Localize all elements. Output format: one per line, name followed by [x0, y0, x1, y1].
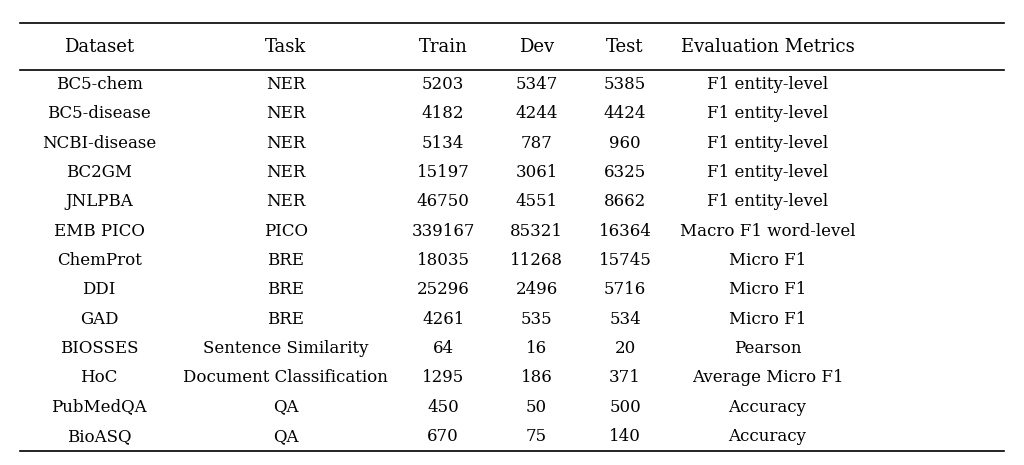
Text: 5385: 5385 — [604, 76, 646, 93]
Text: 75: 75 — [526, 428, 547, 445]
Text: 4244: 4244 — [515, 105, 558, 122]
Text: 339167: 339167 — [412, 223, 475, 239]
Text: PICO: PICO — [264, 223, 308, 239]
Text: 1295: 1295 — [422, 369, 464, 386]
Text: 15197: 15197 — [417, 164, 470, 181]
Text: F1 entity-level: F1 entity-level — [707, 76, 828, 93]
Text: 5716: 5716 — [604, 281, 646, 298]
Text: PubMedQA: PubMedQA — [51, 399, 146, 416]
Text: EMB PICO: EMB PICO — [53, 223, 144, 239]
Text: Dataset: Dataset — [65, 38, 134, 55]
Text: Micro F1: Micro F1 — [729, 311, 806, 327]
Text: BC5-disease: BC5-disease — [47, 105, 151, 122]
Text: Pearson: Pearson — [734, 340, 802, 357]
Text: 5203: 5203 — [422, 76, 464, 93]
Text: Average Micro F1: Average Micro F1 — [692, 369, 844, 386]
Text: F1 entity-level: F1 entity-level — [707, 164, 828, 181]
Text: GAD: GAD — [80, 311, 119, 327]
Text: BC2GM: BC2GM — [67, 164, 132, 181]
Text: NER: NER — [266, 193, 305, 210]
Text: 16: 16 — [526, 340, 547, 357]
Text: 16364: 16364 — [599, 223, 651, 239]
Text: 6325: 6325 — [604, 164, 646, 181]
Text: F1 entity-level: F1 entity-level — [707, 105, 828, 122]
Text: 371: 371 — [609, 369, 641, 386]
Text: NER: NER — [266, 76, 305, 93]
Text: QA: QA — [273, 428, 299, 445]
Text: 2496: 2496 — [515, 281, 558, 298]
Text: Train: Train — [419, 38, 468, 55]
Text: F1 entity-level: F1 entity-level — [707, 193, 828, 210]
Text: QA: QA — [273, 399, 299, 416]
Text: 960: 960 — [609, 134, 641, 152]
Text: JNLPBA: JNLPBA — [66, 193, 133, 210]
Text: Evaluation Metrics: Evaluation Metrics — [681, 38, 854, 55]
Text: 18035: 18035 — [417, 252, 470, 269]
Text: 670: 670 — [427, 428, 459, 445]
Text: 140: 140 — [609, 428, 641, 445]
Text: ChemProt: ChemProt — [56, 252, 141, 269]
Text: Micro F1: Micro F1 — [729, 281, 806, 298]
Text: F1 entity-level: F1 entity-level — [707, 134, 828, 152]
Text: 50: 50 — [526, 399, 547, 416]
Text: 25296: 25296 — [417, 281, 470, 298]
Text: 20: 20 — [614, 340, 636, 357]
Text: 85321: 85321 — [510, 223, 563, 239]
Text: Accuracy: Accuracy — [729, 428, 807, 445]
Text: BRE: BRE — [267, 281, 304, 298]
Text: Accuracy: Accuracy — [729, 399, 807, 416]
Text: BRE: BRE — [267, 252, 304, 269]
Text: Task: Task — [265, 38, 306, 55]
Text: Document Classification: Document Classification — [183, 369, 388, 386]
Text: NER: NER — [266, 134, 305, 152]
Text: BRE: BRE — [267, 311, 304, 327]
Text: NER: NER — [266, 164, 305, 181]
Text: Sentence Similarity: Sentence Similarity — [203, 340, 369, 357]
Text: 500: 500 — [609, 399, 641, 416]
Text: 534: 534 — [609, 311, 641, 327]
Text: 5134: 5134 — [422, 134, 464, 152]
Text: 5347: 5347 — [515, 76, 558, 93]
Text: NCBI-disease: NCBI-disease — [42, 134, 157, 152]
Text: 8662: 8662 — [604, 193, 646, 210]
Text: 64: 64 — [432, 340, 454, 357]
Text: BC5-chem: BC5-chem — [55, 76, 142, 93]
Text: DDI: DDI — [83, 281, 116, 298]
Text: 11268: 11268 — [510, 252, 563, 269]
Text: NER: NER — [266, 105, 305, 122]
Text: BioASQ: BioASQ — [67, 428, 131, 445]
Text: 3061: 3061 — [515, 164, 558, 181]
Text: 787: 787 — [520, 134, 553, 152]
Text: BIOSSES: BIOSSES — [59, 340, 138, 357]
Text: 450: 450 — [427, 399, 459, 416]
Text: 15745: 15745 — [599, 252, 651, 269]
Text: 4424: 4424 — [604, 105, 646, 122]
Text: 535: 535 — [521, 311, 552, 327]
Text: 46750: 46750 — [417, 193, 470, 210]
Text: 186: 186 — [520, 369, 553, 386]
Text: 4261: 4261 — [422, 311, 464, 327]
Text: Micro F1: Micro F1 — [729, 252, 806, 269]
Text: 4182: 4182 — [422, 105, 465, 122]
Text: Dev: Dev — [519, 38, 554, 55]
Text: HoC: HoC — [81, 369, 118, 386]
Text: 4551: 4551 — [515, 193, 558, 210]
Text: Macro F1 word-level: Macro F1 word-level — [680, 223, 855, 239]
Text: Test: Test — [606, 38, 644, 55]
